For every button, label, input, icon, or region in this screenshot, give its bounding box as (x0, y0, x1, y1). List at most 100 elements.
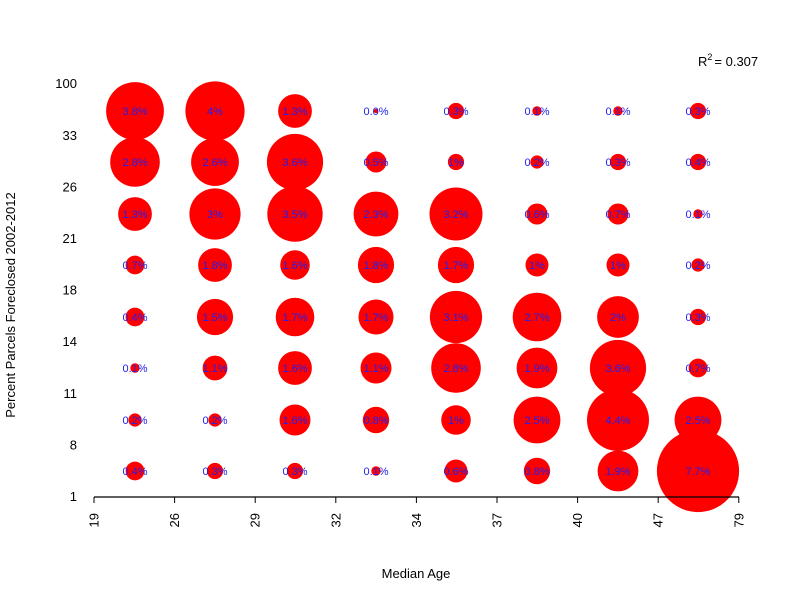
y-axis-title: Percent Parcels Foreclosed 2002-2012 (3, 192, 18, 417)
bubble-percent-label: 0.6% (524, 209, 549, 221)
bubble (606, 253, 630, 277)
bubble-percent-label: 3.2% (443, 209, 468, 221)
bubble (275, 297, 315, 337)
bubble (691, 258, 705, 272)
x-tick-label: 29 (248, 513, 263, 527)
bubble (589, 339, 647, 397)
bubble-percent-label: 1.6% (282, 260, 307, 272)
bubble (597, 296, 639, 338)
bubble-percent-label: 1.7% (363, 312, 388, 324)
bubble-percent-label: 1% (448, 157, 464, 169)
bubble-percent-label: 4% (207, 106, 223, 118)
bubble (278, 94, 312, 128)
x-axis-title: Median Age (382, 566, 451, 581)
bubble (191, 138, 239, 186)
bubble-percent-label: 3% (207, 209, 223, 221)
x-tick-label: 19 (87, 513, 102, 527)
bubble-percent-label: 0.1% (363, 466, 388, 478)
y-tick-label: 21 (63, 231, 77, 246)
bubble (525, 253, 549, 277)
bubble (286, 462, 304, 480)
bubble-percent-label: 2.8% (443, 363, 468, 375)
bubble-percent-label: 1% (610, 260, 626, 272)
x-tick-label: 40 (570, 513, 585, 527)
y-tick-label: 11 (64, 386, 78, 401)
bubble-layer (106, 81, 740, 513)
bubble-percent-label: 3.6% (605, 363, 630, 375)
bubble (693, 209, 703, 219)
bubble (202, 355, 228, 381)
bubble-percent-label: 1.9% (524, 363, 549, 375)
bubble-percent-label: 0.2% (685, 260, 710, 272)
bubble (110, 137, 160, 187)
bubble-percent-label: 1.3% (282, 106, 307, 118)
bubble (429, 290, 483, 344)
bubble (125, 255, 145, 275)
bubble-percent-label: 4.4% (605, 415, 630, 427)
bubble-percent-label: 1.9% (605, 466, 630, 478)
bubble (447, 102, 465, 120)
bubble (266, 133, 324, 191)
bubble-percent-label: 0.1% (524, 106, 549, 118)
r-squared-value: = 0.307 (714, 54, 758, 69)
bubble (431, 343, 481, 393)
bubble-percent-label: 2.5% (685, 415, 710, 427)
bubble (185, 81, 245, 141)
bubble-percent-label: 0.3% (443, 106, 468, 118)
x-tick-label: 34 (409, 513, 424, 527)
bubble (198, 248, 232, 282)
bubble-percent-label: 1.6% (282, 363, 307, 375)
bubble-percent-label: 0.7% (605, 209, 630, 221)
bubble-percent-label: 1.5% (202, 312, 227, 324)
bubble-percent-label: 0.3% (605, 157, 630, 169)
bubble-percent-label: 0.4% (685, 157, 710, 169)
bubble (280, 250, 310, 280)
bubble-percent-label: 0.1% (605, 106, 630, 118)
bubble (689, 153, 707, 171)
bubble-percent-label: 1.1% (202, 363, 227, 375)
bubble-percent-label: 0.7% (685, 363, 710, 375)
bubble-percent-label: 2.6% (202, 157, 227, 169)
bubble-percent-label: 1.7% (282, 312, 307, 324)
bubble (689, 102, 707, 120)
bubble-percent-label: 3.5% (282, 209, 307, 221)
bubble (429, 187, 483, 241)
bubble-percent-label: 0.8% (524, 466, 549, 478)
y-tick-label: 26 (63, 179, 77, 194)
bubble-percent-label: 1% (529, 260, 545, 272)
x-tick-label: 79 (731, 513, 746, 527)
bubble (118, 197, 152, 231)
bubble (125, 307, 145, 327)
bubble (360, 352, 392, 384)
bubble (689, 308, 707, 326)
bubble-percent-label: 0.2% (524, 157, 549, 169)
bubble-percent-label: 2.3% (363, 209, 388, 221)
bubble (365, 151, 387, 173)
y-tick-label: 100 (55, 76, 77, 91)
bubble-percent-label: 0.0% (363, 106, 388, 118)
bubble (444, 459, 468, 483)
bubble-percent-label: 1.1% (363, 363, 388, 375)
bubble-percent-label: 0.2% (202, 415, 227, 427)
y-tick-label: 1 (70, 489, 77, 504)
bubble-percent-label: 3.8% (122, 106, 147, 118)
bubble-percent-label: 0.2% (122, 415, 147, 427)
bubble (371, 466, 381, 476)
bubble (688, 358, 708, 378)
bubble-percent-label: 0.4% (122, 466, 147, 478)
bubble (587, 389, 649, 451)
bubble (279, 404, 311, 436)
bubble (267, 186, 323, 242)
r-squared-annotation: R2 = 0.307 (698, 52, 758, 69)
bubble-percent-label: 0.5% (363, 157, 388, 169)
bubble-percent-label: 1.8% (363, 260, 388, 272)
bubble-percent-label: 2.7% (524, 312, 549, 324)
bubble (437, 246, 475, 284)
bubble (196, 298, 234, 336)
bubble-percent-label: 0.3% (282, 466, 307, 478)
bubble (362, 406, 390, 434)
bubble (130, 363, 140, 373)
bubble-percent-label: 0.3% (202, 466, 227, 478)
r-squared-prefix: R (698, 54, 707, 69)
bubble (674, 396, 722, 444)
